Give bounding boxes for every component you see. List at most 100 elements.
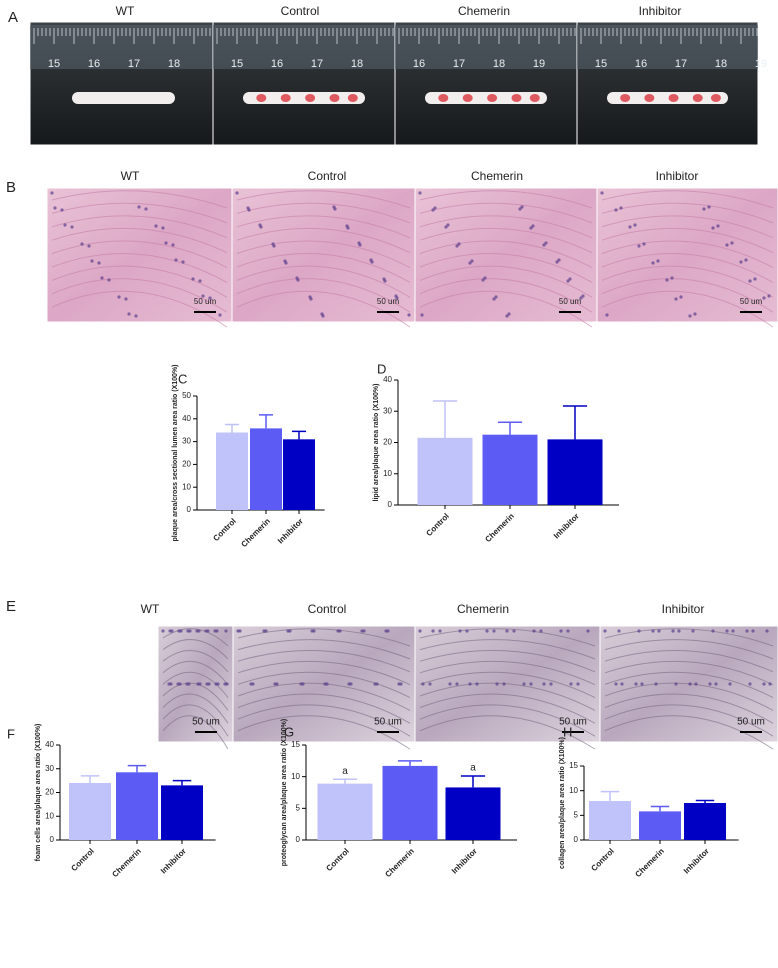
nucleus bbox=[691, 629, 695, 633]
y-tick-label: 50 bbox=[182, 391, 191, 400]
y-tick-label: 30 bbox=[45, 764, 54, 773]
tissue-fiber bbox=[604, 715, 774, 750]
tissue-fiber bbox=[236, 202, 411, 224]
nucleus bbox=[124, 297, 128, 301]
nucleus bbox=[468, 682, 472, 686]
nucleus bbox=[679, 295, 683, 299]
tissue-fiber bbox=[236, 240, 411, 268]
nucleus bbox=[751, 629, 755, 633]
error-bar bbox=[258, 414, 274, 429]
image-title: Inhibitor bbox=[656, 169, 699, 183]
tissue-fiber bbox=[236, 265, 411, 298]
tissue-fiber bbox=[237, 693, 411, 724]
nucleus bbox=[614, 208, 618, 212]
nucleus bbox=[127, 312, 131, 316]
tissue-fiber bbox=[419, 227, 593, 254]
panel-label: D bbox=[377, 361, 386, 376]
plaque-spot bbox=[305, 94, 316, 102]
nucleus bbox=[168, 629, 172, 633]
nucleus bbox=[181, 260, 185, 264]
nucleus bbox=[167, 682, 171, 686]
tissue-fiber bbox=[51, 290, 228, 328]
nucleus bbox=[448, 682, 452, 686]
x-tick-label: Chemerin bbox=[483, 511, 516, 544]
nucleus bbox=[688, 682, 692, 686]
x-tick-label: Control bbox=[211, 517, 237, 543]
nucleus bbox=[100, 276, 104, 280]
nucleus bbox=[748, 682, 752, 686]
tissue-fiber bbox=[419, 693, 596, 724]
nucleus bbox=[600, 191, 604, 195]
nucleus bbox=[628, 225, 632, 229]
nucleus bbox=[80, 242, 84, 246]
nucleus bbox=[505, 629, 509, 633]
nucleus bbox=[208, 296, 212, 300]
tissue-fiber bbox=[162, 628, 229, 647]
x-tick-label: Chemerin bbox=[239, 516, 272, 549]
ruler-label: 17 bbox=[128, 58, 140, 70]
y-tick-label: 10 bbox=[182, 482, 191, 491]
y-tick-label: 0 bbox=[388, 500, 393, 509]
ruler-label: 17 bbox=[311, 58, 323, 70]
tissue-fiber bbox=[419, 671, 596, 699]
nucleus bbox=[494, 295, 498, 299]
nucleus bbox=[711, 226, 715, 230]
image-title: Inhibitor bbox=[639, 4, 682, 18]
plaque-spot bbox=[668, 94, 679, 102]
nucleus bbox=[431, 629, 435, 633]
tissue-fiber bbox=[162, 649, 229, 673]
nucleus bbox=[186, 629, 190, 633]
bar bbox=[417, 437, 473, 505]
nucleus bbox=[651, 261, 655, 265]
y-tick-label: 15 bbox=[569, 761, 578, 770]
tissue-fiber bbox=[419, 202, 593, 224]
nucleus bbox=[765, 629, 769, 633]
tissue-fiber bbox=[162, 682, 229, 711]
image-title: WT bbox=[116, 4, 135, 18]
nucleus bbox=[455, 682, 459, 686]
error-bar bbox=[127, 764, 147, 773]
micrograph bbox=[414, 187, 598, 323]
nucleus bbox=[542, 243, 546, 247]
nucleus bbox=[485, 629, 489, 633]
nucleus bbox=[137, 205, 141, 209]
nucleus bbox=[470, 259, 474, 263]
nucleus bbox=[708, 682, 712, 686]
plaque-spot bbox=[710, 94, 721, 102]
nucleus bbox=[177, 629, 181, 633]
y-axis-label: proteoglycan area/plaque area ratio (X10… bbox=[281, 719, 288, 866]
plaque-spot bbox=[620, 94, 631, 102]
nucleus bbox=[164, 241, 168, 245]
nucleus bbox=[63, 223, 67, 227]
nucleus bbox=[711, 629, 715, 633]
tissue-fiber bbox=[601, 290, 774, 328]
nucleus bbox=[420, 313, 424, 317]
bar bbox=[250, 428, 282, 510]
nucleus bbox=[345, 224, 349, 228]
x-tick-label: Control bbox=[589, 847, 615, 873]
nucleus bbox=[97, 261, 101, 265]
nucleus bbox=[185, 682, 189, 686]
error-bar bbox=[460, 775, 486, 788]
nucleus bbox=[642, 242, 646, 246]
image-title: Chemerin bbox=[458, 4, 510, 18]
nucleus bbox=[338, 629, 342, 633]
nucleus bbox=[502, 682, 506, 686]
plaque-spot bbox=[529, 94, 540, 102]
panel-label: H bbox=[563, 724, 572, 739]
nucleus bbox=[325, 682, 329, 686]
nucleus bbox=[674, 682, 678, 686]
nucleus bbox=[275, 682, 279, 686]
nucleus bbox=[213, 629, 217, 633]
vessel bbox=[72, 92, 175, 104]
tissue-fiber bbox=[604, 628, 774, 647]
nucleus bbox=[522, 682, 526, 686]
error-bar bbox=[332, 778, 358, 784]
tissue-fiber bbox=[419, 290, 593, 328]
nucleus bbox=[90, 259, 94, 263]
x-tick-label: Inhibitor bbox=[276, 517, 305, 546]
error-bar bbox=[497, 421, 523, 435]
plaque-spot bbox=[487, 94, 498, 102]
tissue-fiber bbox=[236, 227, 411, 254]
tissue-fiber bbox=[236, 215, 411, 239]
